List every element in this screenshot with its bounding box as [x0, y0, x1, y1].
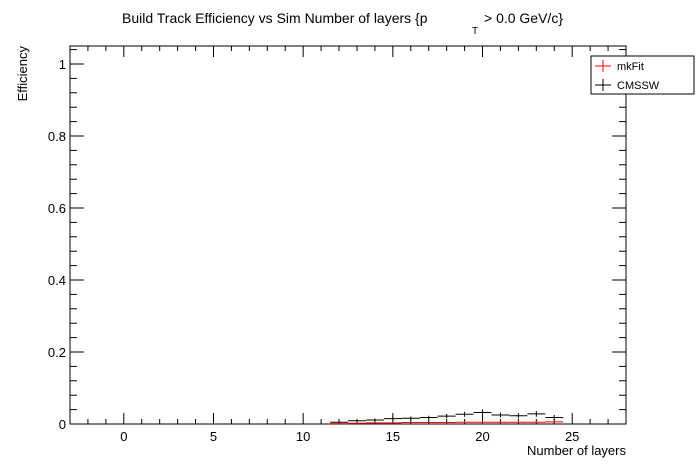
data-point-mkfit	[330, 423, 348, 425]
data-point-cmssw	[365, 418, 384, 422]
data-point-mkfit	[365, 422, 384, 424]
data-point-mkfit	[491, 421, 510, 424]
y-tick-label: 1	[59, 57, 66, 72]
data-point-cmssw	[491, 412, 510, 418]
legend-entry-mkfit: mkFit	[595, 60, 644, 73]
data-point-cmssw	[330, 421, 348, 424]
chart-title: Build Track Efficiency vs Sim Number of …	[122, 10, 563, 37]
x-axis-tick-labels: 0 5 10 15 20 25	[120, 429, 579, 444]
data-point-cmssw	[545, 415, 564, 421]
data-point-mkfit	[419, 421, 438, 424]
legend: mkFit CMSSW	[590, 55, 695, 95]
data-point-cmssw	[348, 419, 366, 423]
data-point-mkfit	[527, 421, 546, 424]
y-tick-label: 0.6	[48, 201, 66, 216]
legend-entry-cmssw: CMSSW	[595, 79, 660, 92]
data-point-mkfit	[383, 422, 402, 424]
data-point-mkfit	[348, 422, 366, 424]
x-tick-label: 15	[386, 429, 400, 444]
x-axis-ticks	[69, 46, 627, 424]
y-axis-ticks	[70, 49, 626, 425]
x-axis-title: Number of layers	[527, 443, 626, 458]
y-tick-label: 0	[59, 417, 66, 432]
data-point-mkfit	[401, 421, 420, 424]
data-point-mkfit	[545, 420, 564, 424]
data-point-cmssw	[419, 415, 438, 420]
legend-box	[590, 55, 695, 95]
chart-title-subscript: T	[472, 26, 478, 37]
y-tick-label: 0.2	[48, 345, 66, 360]
y-axis-tick-labels: 0 0.2 0.4 0.6 0.8 1	[48, 57, 66, 432]
legend-label-cmssw: CMSSW	[617, 80, 660, 92]
data-point-cmssw	[383, 416, 402, 421]
chart-title-rest: > 0.0 GeV/c}	[484, 10, 563, 26]
x-tick-label: 10	[296, 429, 310, 444]
data-point-mkfit	[437, 421, 456, 424]
data-point-mkfit	[455, 421, 474, 424]
x-tick-label: 0	[120, 429, 127, 444]
x-tick-label: 5	[210, 429, 217, 444]
data-point-mkfit	[509, 421, 528, 424]
series-layer	[330, 409, 564, 425]
data-point-cmssw	[473, 409, 492, 416]
plot-frame	[69, 45, 627, 425]
data-point-mkfit	[473, 421, 492, 424]
x-tick-label: 25	[565, 429, 579, 444]
data-point-cmssw	[527, 411, 546, 417]
data-point-cmssw	[455, 411, 474, 417]
y-axis-title: Efficiency	[15, 46, 30, 102]
x-tick-label: 20	[475, 429, 489, 444]
legend-label-mkfit: mkFit	[617, 61, 644, 73]
data-point-cmssw	[437, 413, 456, 419]
y-tick-label: 0.4	[48, 273, 66, 288]
data-point-cmssw	[509, 413, 528, 419]
chart-title-main: Build Track Efficiency vs Sim Number of …	[122, 10, 428, 26]
data-point-cmssw	[401, 416, 420, 421]
y-tick-label: 0.8	[48, 129, 66, 144]
